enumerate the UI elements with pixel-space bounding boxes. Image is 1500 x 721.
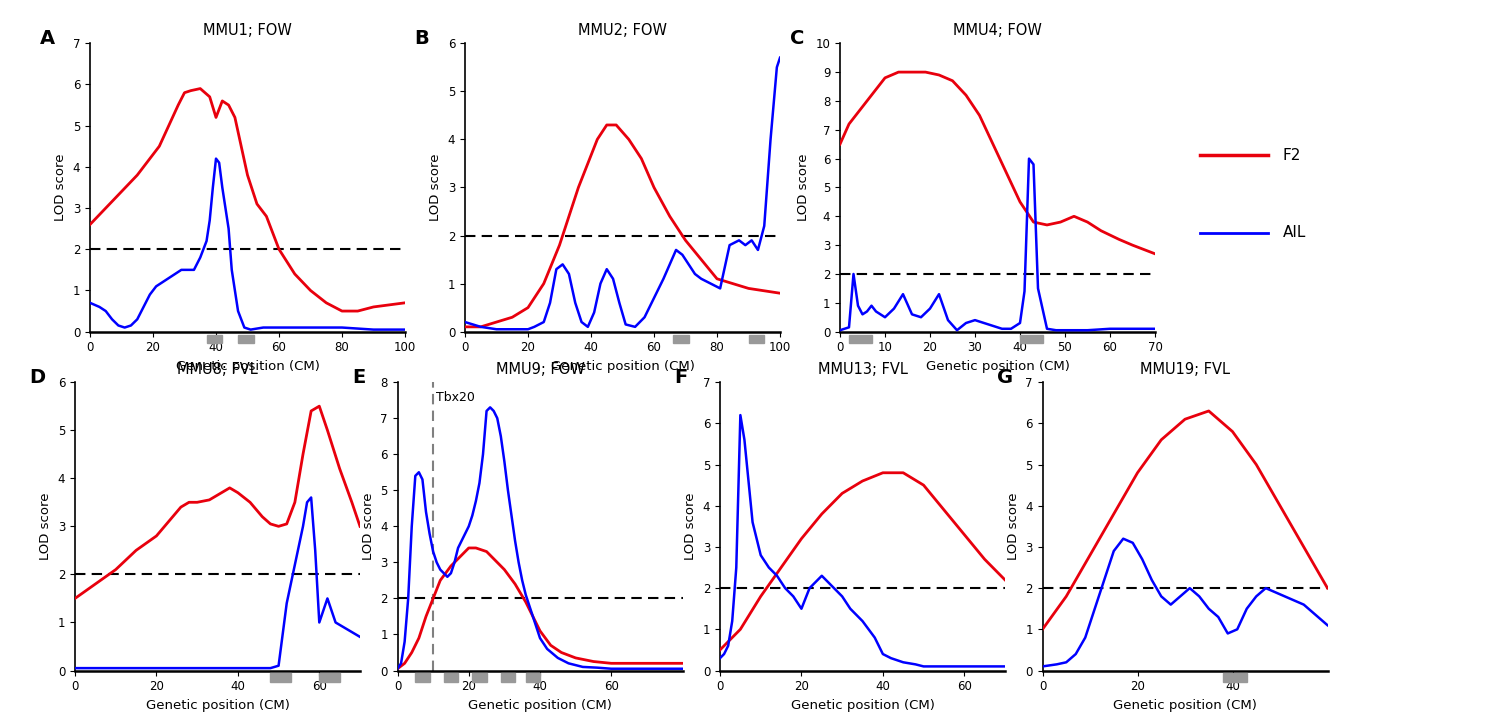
Bar xyxy=(1222,673,1246,682)
Bar xyxy=(416,673,429,682)
Text: C: C xyxy=(789,29,804,48)
Bar xyxy=(270,673,291,682)
Bar xyxy=(748,335,764,343)
Y-axis label: LOD score: LOD score xyxy=(429,154,442,221)
Title: MMU4; FOW: MMU4; FOW xyxy=(952,23,1042,38)
Bar xyxy=(1020,335,1042,343)
Text: B: B xyxy=(414,29,429,48)
Y-axis label: LOD score: LOD score xyxy=(796,154,810,221)
Title: MMU19; FVL: MMU19; FVL xyxy=(1140,362,1230,377)
Text: D: D xyxy=(30,368,45,386)
Title: MMU9; FOW: MMU9; FOW xyxy=(495,362,585,377)
Bar xyxy=(320,673,339,682)
X-axis label: Genetic position (CM): Genetic position (CM) xyxy=(790,699,934,712)
Y-axis label: LOD score: LOD score xyxy=(362,492,375,560)
X-axis label: Genetic position (CM): Genetic position (CM) xyxy=(550,360,694,373)
X-axis label: Genetic position (CM): Genetic position (CM) xyxy=(176,360,320,373)
Y-axis label: LOD score: LOD score xyxy=(684,492,698,560)
Y-axis label: LOD score: LOD score xyxy=(54,154,68,221)
X-axis label: Genetic position (CM): Genetic position (CM) xyxy=(1113,699,1257,712)
Text: E: E xyxy=(352,368,364,386)
Text: F2: F2 xyxy=(1282,148,1300,162)
Y-axis label: LOD score: LOD score xyxy=(39,492,53,560)
Bar xyxy=(207,335,222,343)
Bar xyxy=(238,335,254,343)
Bar xyxy=(674,335,688,343)
Text: F: F xyxy=(675,368,687,386)
Bar xyxy=(849,335,871,343)
Text: A: A xyxy=(39,29,54,48)
X-axis label: Genetic position (CM): Genetic position (CM) xyxy=(468,699,612,712)
Title: MMU2; FOW: MMU2; FOW xyxy=(578,23,668,38)
Text: Tbx20: Tbx20 xyxy=(436,391,476,404)
Bar xyxy=(472,673,486,682)
Bar xyxy=(444,673,458,682)
Text: AIL: AIL xyxy=(1282,225,1306,240)
Bar xyxy=(501,673,515,682)
Title: MMU1; FOW: MMU1; FOW xyxy=(202,23,292,38)
Text: G: G xyxy=(998,368,1012,386)
Title: MMU13; FVL: MMU13; FVL xyxy=(818,362,908,377)
X-axis label: Genetic position (CM): Genetic position (CM) xyxy=(146,699,290,712)
Bar xyxy=(525,673,540,682)
Title: MMU8; FVL: MMU8; FVL xyxy=(177,362,258,377)
Y-axis label: LOD score: LOD score xyxy=(1007,492,1020,560)
X-axis label: Genetic position (CM): Genetic position (CM) xyxy=(926,360,1070,373)
